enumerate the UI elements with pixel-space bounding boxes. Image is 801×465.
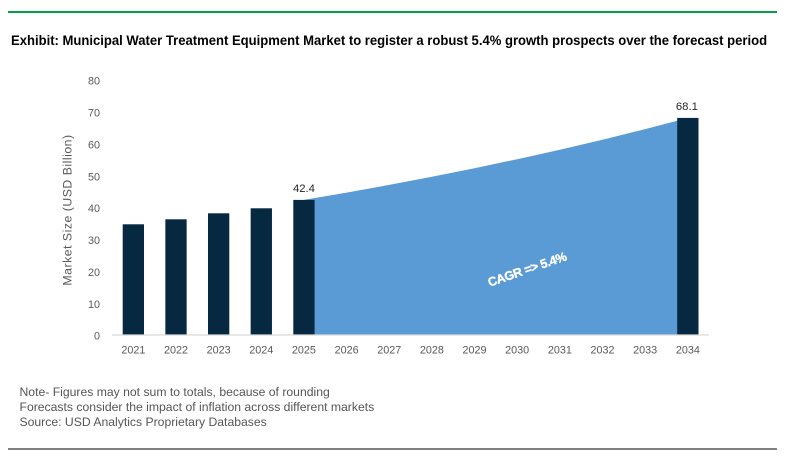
svg-text:2032: 2032 — [590, 345, 614, 357]
svg-text:Market Size (USD Billion): Market Size (USD Billion) — [60, 134, 74, 285]
svg-text:2030: 2030 — [505, 345, 529, 357]
svg-text:60: 60 — [88, 140, 100, 152]
svg-text:68.1: 68.1 — [676, 101, 698, 113]
svg-text:2021: 2021 — [121, 345, 145, 357]
svg-text:2028: 2028 — [420, 345, 444, 357]
svg-text:2022: 2022 — [164, 345, 188, 357]
svg-text:2027: 2027 — [377, 345, 401, 357]
svg-text:70: 70 — [88, 108, 100, 120]
svg-text:2033: 2033 — [633, 345, 657, 357]
svg-text:10: 10 — [88, 299, 100, 311]
svg-text:42.4: 42.4 — [293, 183, 315, 195]
svg-text:2034: 2034 — [676, 345, 700, 357]
svg-text:0: 0 — [94, 331, 100, 343]
svg-text:2024: 2024 — [249, 345, 273, 357]
svg-text:2031: 2031 — [548, 345, 572, 357]
svg-text:2025: 2025 — [292, 345, 316, 357]
svg-text:80: 80 — [88, 76, 100, 88]
svg-text:2023: 2023 — [207, 345, 231, 357]
svg-text:2029: 2029 — [463, 345, 487, 357]
svg-text:2026: 2026 — [335, 345, 359, 357]
svg-text:30: 30 — [88, 235, 100, 247]
svg-text:40: 40 — [88, 203, 100, 215]
svg-text:20: 20 — [88, 267, 100, 279]
svg-text:50: 50 — [88, 171, 100, 183]
